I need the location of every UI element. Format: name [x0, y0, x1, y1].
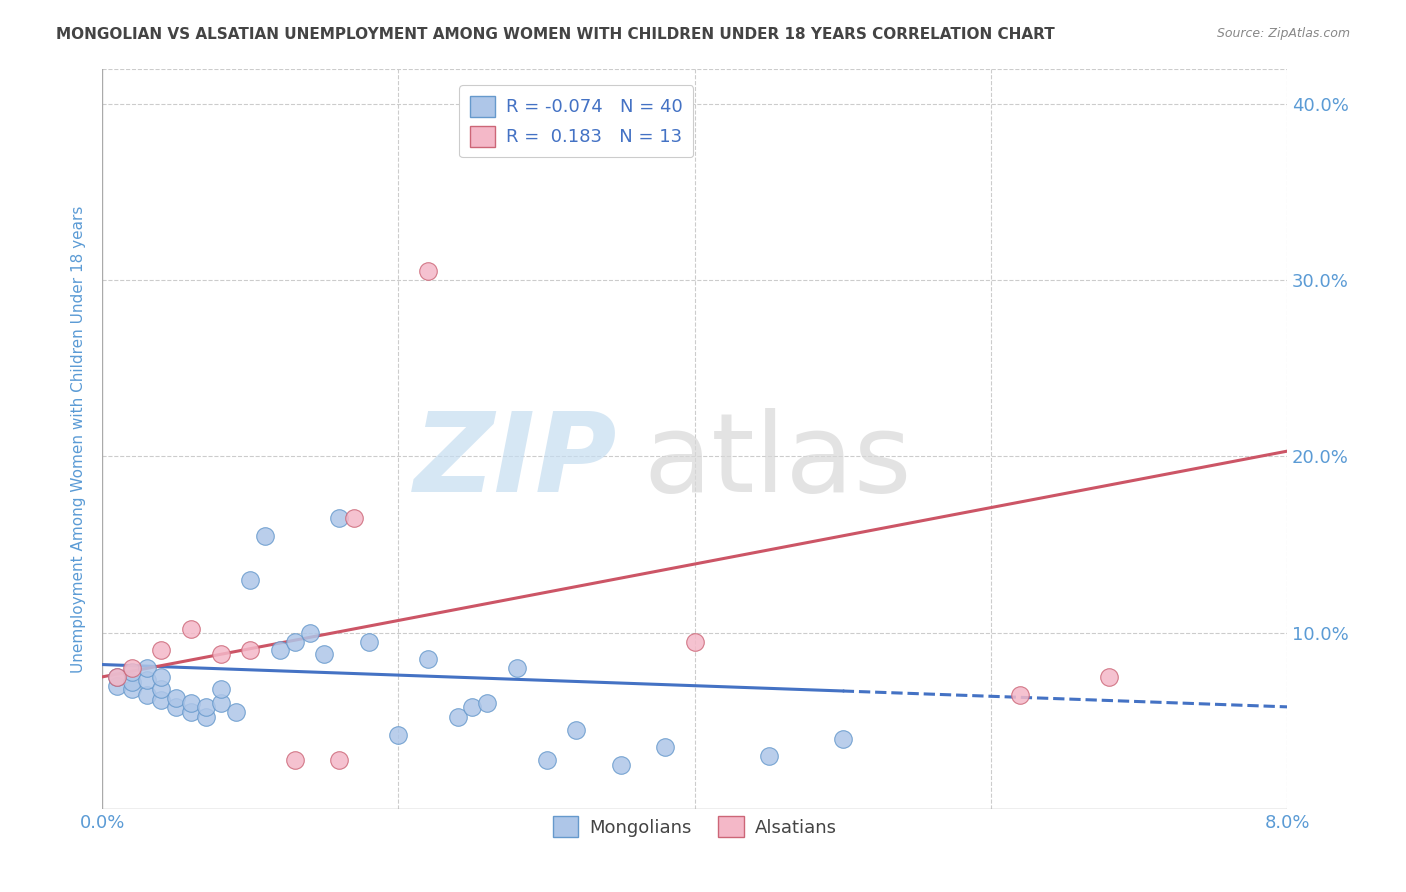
- Point: [284, 634, 307, 648]
- Point: [105, 679, 128, 693]
- Point: [1010, 688, 1032, 702]
- Point: [328, 511, 350, 525]
- Point: [209, 682, 232, 697]
- Point: [105, 670, 128, 684]
- Point: [165, 691, 187, 706]
- Point: [121, 661, 143, 675]
- Point: [416, 652, 439, 666]
- Point: [357, 634, 380, 648]
- Y-axis label: Unemployment Among Women with Children Under 18 years: Unemployment Among Women with Children U…: [72, 205, 86, 673]
- Point: [194, 699, 217, 714]
- Point: [150, 670, 173, 684]
- Point: [135, 688, 157, 702]
- Point: [239, 643, 262, 657]
- Point: [239, 573, 262, 587]
- Point: [416, 264, 439, 278]
- Point: [284, 753, 307, 767]
- Point: [150, 643, 173, 657]
- Point: [180, 705, 202, 719]
- Point: [298, 625, 321, 640]
- Point: [135, 673, 157, 688]
- Point: [831, 731, 853, 746]
- Point: [194, 710, 217, 724]
- Point: [121, 665, 143, 679]
- Point: [121, 675, 143, 690]
- Point: [758, 749, 780, 764]
- Point: [328, 753, 350, 767]
- Point: [135, 661, 157, 675]
- Point: [225, 705, 247, 719]
- Point: [654, 740, 676, 755]
- Point: [536, 753, 558, 767]
- Point: [461, 699, 484, 714]
- Point: [343, 511, 366, 525]
- Point: [150, 682, 173, 697]
- Text: MONGOLIAN VS ALSATIAN UNEMPLOYMENT AMONG WOMEN WITH CHILDREN UNDER 18 YEARS CORR: MONGOLIAN VS ALSATIAN UNEMPLOYMENT AMONG…: [56, 27, 1054, 42]
- Point: [165, 699, 187, 714]
- Point: [180, 622, 202, 636]
- Point: [477, 696, 499, 710]
- Text: ZIP: ZIP: [415, 408, 617, 515]
- Text: atlas: atlas: [644, 408, 912, 515]
- Point: [105, 670, 128, 684]
- Point: [447, 710, 470, 724]
- Legend: Mongolians, Alsatians: Mongolians, Alsatians: [546, 809, 844, 845]
- Point: [209, 696, 232, 710]
- Point: [1098, 670, 1121, 684]
- Point: [565, 723, 588, 737]
- Point: [387, 728, 409, 742]
- Point: [254, 529, 277, 543]
- Point: [314, 647, 336, 661]
- Point: [121, 682, 143, 697]
- Point: [150, 693, 173, 707]
- Point: [269, 643, 291, 657]
- Point: [209, 647, 232, 661]
- Text: Source: ZipAtlas.com: Source: ZipAtlas.com: [1216, 27, 1350, 40]
- Point: [180, 696, 202, 710]
- Point: [683, 634, 706, 648]
- Point: [609, 758, 631, 772]
- Point: [506, 661, 529, 675]
